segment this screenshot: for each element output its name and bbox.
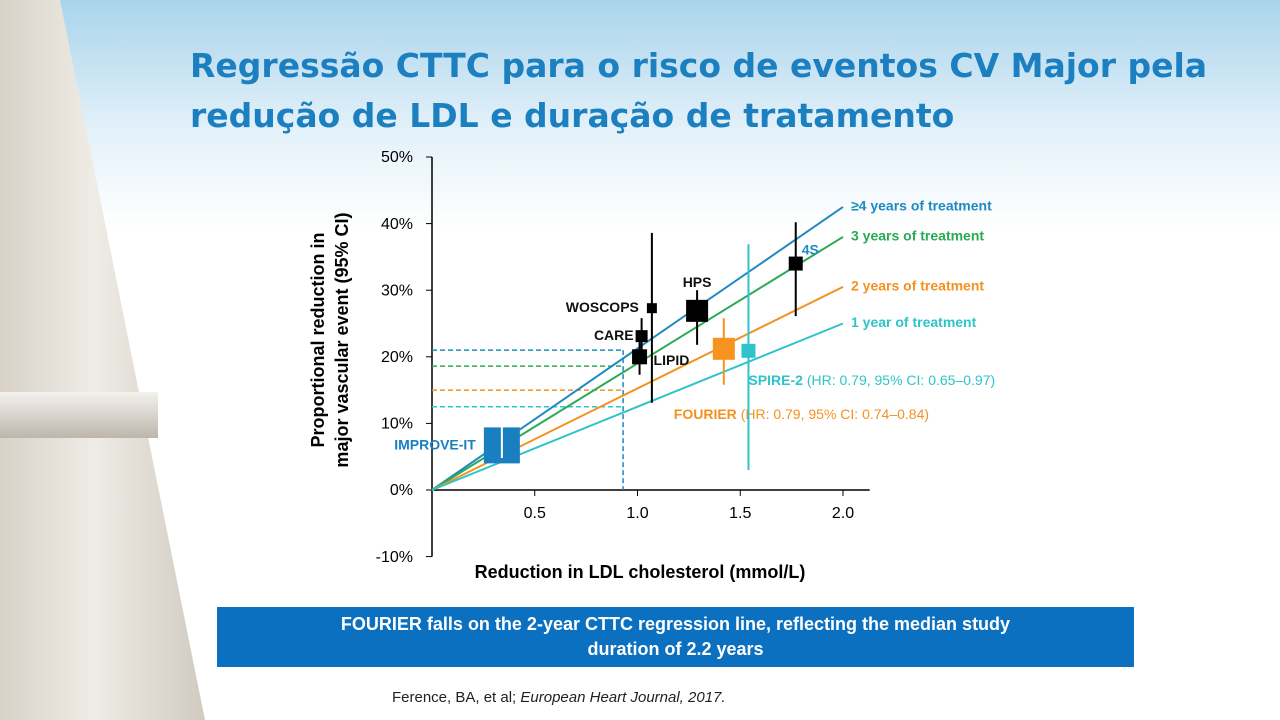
x-tick-label: 1.0	[626, 505, 648, 522]
y-tick-label: 40%	[381, 216, 413, 233]
x-tick-label: 1.5	[729, 505, 751, 522]
point-label: WOSCOPS	[566, 299, 639, 315]
point-label: FOURIER (HR: 0.79, 95% CI: 0.74–0.84)	[674, 406, 929, 422]
slide-title: Regressão CTTC para o risco de eventos C…	[190, 46, 1208, 85]
point-label: CARE	[594, 327, 634, 343]
citation-authors: Ference, BA, et al;	[392, 689, 521, 706]
slide-title: redução de LDL e duração de tratamento	[190, 96, 955, 135]
y-axis-label: major vascular event (95% CI)	[332, 212, 352, 467]
point-label: 4S	[802, 241, 819, 257]
line-label: 3 years of treatment	[851, 228, 984, 244]
x-tick-label: 2.0	[832, 505, 854, 522]
y-tick-label: 10%	[381, 416, 413, 433]
line-label: ≥4 years of treatment	[851, 198, 992, 214]
point-note: (HR: 0.79, 95% CI: 0.65–0.97)	[807, 372, 995, 388]
y-tick-label: -10%	[376, 549, 413, 566]
citation: Ference, BA, et al; European Heart Journ…	[392, 689, 726, 706]
point-name: HPS	[683, 274, 712, 290]
point-name: SPIRE-2	[748, 372, 803, 388]
point-marker	[635, 330, 648, 343]
point-marker	[646, 303, 657, 314]
point-name: CARE	[594, 327, 634, 343]
line-label: 1 year of treatment	[851, 314, 977, 330]
y-tick-label: 0%	[390, 482, 413, 499]
x-axis-label: Reduction in LDL cholesterol (mmol/L)	[475, 562, 806, 582]
y-tick-label: 50%	[381, 149, 413, 166]
point-name: FOURIER	[674, 406, 737, 422]
point-name: 4S	[802, 241, 819, 257]
point-label: HPS	[683, 274, 712, 290]
point-name: WOSCOPS	[566, 299, 639, 315]
callout: FOURIER falls on the 2-year CTTC regress…	[217, 607, 1134, 667]
point-label: SPIRE-2 (HR: 0.79, 95% CI: 0.65–0.97)	[748, 372, 995, 388]
line-label: 2 years of treatment	[851, 278, 984, 294]
y-tick-label: 20%	[381, 349, 413, 366]
point-name: LIPID	[654, 352, 690, 368]
point-marker	[741, 343, 756, 358]
citation-journal: European Heart Journal, 2017.	[520, 689, 726, 706]
y-axis-label: Proportional reduction in	[308, 233, 328, 448]
point-name: IMPROVE-IT	[394, 436, 476, 452]
point-label: IMPROVE-IT	[394, 436, 476, 452]
point-label: LIPID	[654, 352, 690, 368]
point-marker	[632, 349, 648, 365]
point-marker	[788, 256, 803, 271]
point-marker	[686, 299, 709, 322]
point-marker	[712, 337, 735, 360]
background-ledge	[0, 392, 158, 438]
point-note: (HR: 0.79, 95% CI: 0.74–0.84)	[741, 406, 929, 422]
y-tick-label: 30%	[381, 282, 413, 299]
x-tick-label: 0.5	[524, 505, 546, 522]
